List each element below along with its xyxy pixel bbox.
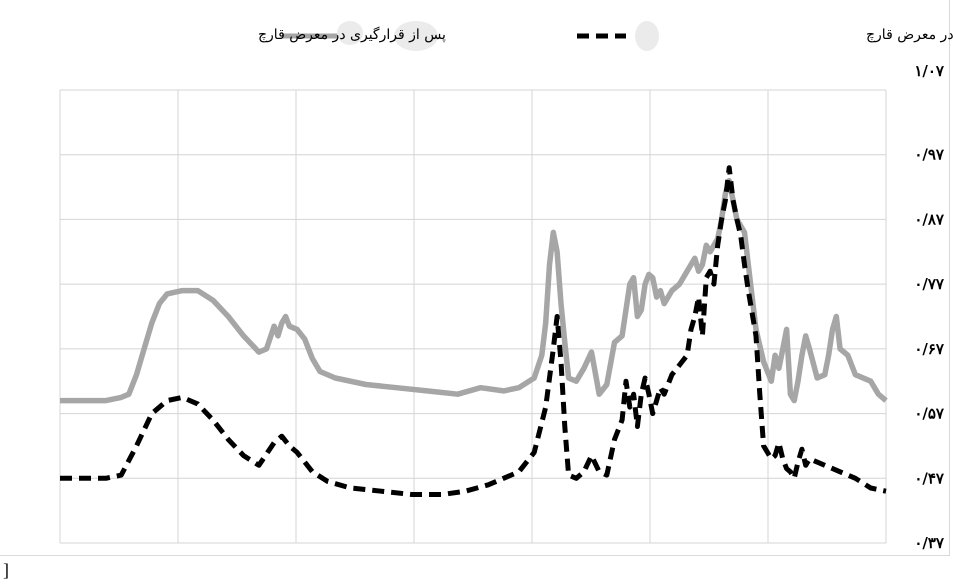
y-tick-label: ۱/۰۷ <box>914 62 945 80</box>
y-tick-label: ۰/۴۷ <box>914 469 945 487</box>
legend-label-before: قبل از قرارگیری در معرض قارچ <box>866 26 953 43</box>
y-tick-label: ۰/۹۷ <box>914 146 945 164</box>
series-line-before <box>60 165 887 497</box>
y-tick-label: ۰/۵۷ <box>914 405 945 423</box>
legend-label-after: پس از قرارگیری در معرض قارچ <box>258 26 446 43</box>
y-axis-ticks: ۰/۳۷ ۰/۴۷ ۰/۵۷ ۰/۶۷ ۰/۷۷ ۰/۸۷ ۰/۹۷ ۱/۰۷ <box>914 62 945 552</box>
y-tick-label: ۰/۶۷ <box>914 340 945 358</box>
y-tick-label: ۰/۷۷ <box>914 275 945 293</box>
legend-marker-bg-before <box>635 21 659 51</box>
stray-bracket: ] <box>3 560 9 580</box>
series-lines <box>60 165 888 497</box>
gridlines <box>59 89 887 544</box>
legend-marker-bg-after <box>394 21 438 51</box>
y-tick-label: ۰/۳۷ <box>914 534 945 552</box>
legend: قبل از قرارگیری در معرض قارچ پس از قرارگی… <box>258 21 953 51</box>
y-tick-label: ۰/۸۷ <box>914 210 945 228</box>
chart-frame <box>0 0 950 556</box>
legend-marker-dot-after <box>337 21 363 45</box>
series-line-after <box>60 177 888 404</box>
